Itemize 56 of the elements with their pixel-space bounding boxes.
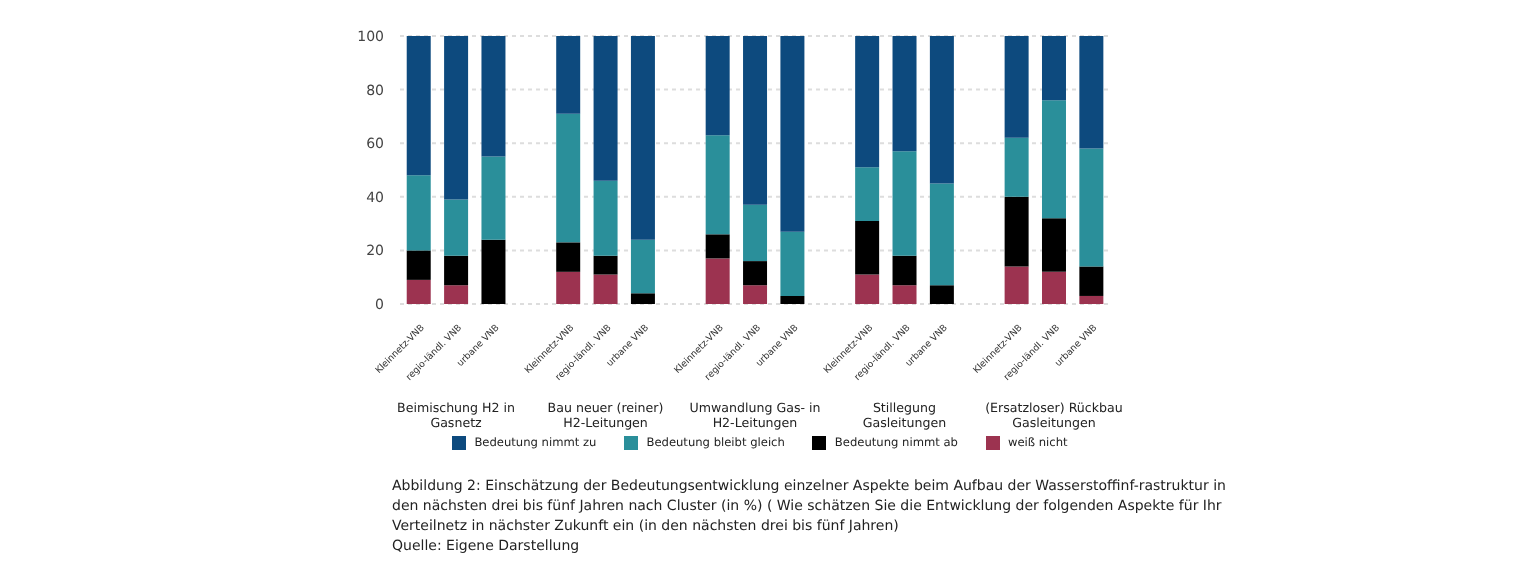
bar xyxy=(705,234,730,259)
bar xyxy=(929,285,954,304)
bar xyxy=(406,279,431,304)
bar xyxy=(855,36,880,168)
bar xyxy=(593,180,618,256)
bar xyxy=(556,271,581,304)
bar xyxy=(1041,100,1066,219)
bar xyxy=(743,285,768,304)
bar xyxy=(556,242,581,272)
bar xyxy=(593,255,618,275)
bar xyxy=(630,239,655,294)
bar xyxy=(892,36,917,152)
bar xyxy=(444,285,469,304)
bar xyxy=(1079,266,1104,296)
bar xyxy=(705,135,730,235)
bar xyxy=(855,274,880,304)
bar xyxy=(406,36,431,176)
bar xyxy=(1041,218,1066,272)
bar xyxy=(1041,271,1066,304)
bar xyxy=(892,151,917,256)
bar xyxy=(406,175,431,251)
bar xyxy=(892,255,917,286)
bar xyxy=(743,204,768,262)
bar xyxy=(1079,148,1104,267)
bar xyxy=(1004,266,1029,304)
bar xyxy=(892,285,917,304)
bar xyxy=(1041,36,1066,101)
bar xyxy=(481,239,506,304)
bar xyxy=(705,36,730,136)
bar xyxy=(444,199,469,256)
bar xyxy=(780,231,805,296)
bar xyxy=(444,36,469,200)
bar xyxy=(855,167,880,221)
bar xyxy=(593,274,618,304)
bar xyxy=(406,250,431,280)
bar xyxy=(743,36,768,205)
bar xyxy=(593,36,618,181)
bar xyxy=(630,293,655,304)
bar xyxy=(929,183,954,286)
bar xyxy=(1004,196,1029,267)
bar xyxy=(630,36,655,240)
bar xyxy=(743,261,768,286)
bar xyxy=(444,255,469,286)
bar xyxy=(556,36,581,114)
bar xyxy=(1004,137,1029,197)
bar xyxy=(780,36,805,232)
bar xyxy=(929,36,954,184)
bar xyxy=(556,113,581,243)
bar xyxy=(855,220,880,275)
bar xyxy=(705,258,730,304)
bar xyxy=(481,36,506,157)
bar xyxy=(780,295,805,304)
bar xyxy=(481,156,506,240)
bar xyxy=(1079,295,1104,304)
bar xyxy=(1079,36,1104,149)
bar xyxy=(1004,36,1029,138)
